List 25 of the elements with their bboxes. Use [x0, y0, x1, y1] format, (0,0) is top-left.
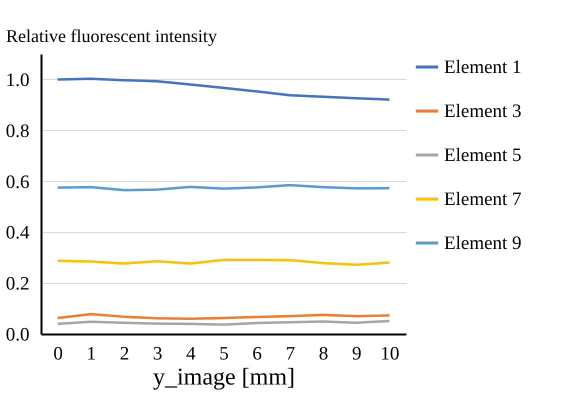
y-tick-label: 0.8: [6, 120, 30, 142]
x-axis-title: y_image [mm]: [153, 364, 295, 390]
x-tick-label: 2: [120, 344, 130, 364]
x-tick-label: 9: [352, 344, 362, 364]
x-tick-label: 7: [286, 344, 296, 364]
x-tick-label: 4: [186, 344, 196, 364]
legend-label: Element 5: [444, 145, 522, 166]
legend-label: Element 1: [444, 57, 522, 78]
x-tick-label: 0: [53, 344, 63, 364]
y-tick-label: 1.0: [6, 70, 30, 91]
legend-label: Element 9: [444, 233, 522, 254]
x-tick-label: 1: [86, 344, 96, 364]
x-tick-label: 5: [219, 344, 229, 364]
line-series: [56, 77, 391, 101]
x-tick-label: 10: [380, 344, 400, 364]
x-tick-label: 3: [152, 344, 162, 364]
y-tick-label: 0.4: [6, 222, 30, 244]
x-tick-label: 8: [318, 344, 328, 364]
y-axis-title: Relative fluorescent intensity: [6, 26, 217, 46]
legend-label: Element 3: [444, 101, 522, 122]
y-tick-label: 0.0: [6, 324, 30, 346]
y-tick-label: 0.2: [6, 274, 30, 295]
y-tick-label: 0.6: [6, 172, 30, 193]
legend-label: Element 7: [444, 189, 522, 210]
x-tick-label: 6: [252, 344, 262, 364]
